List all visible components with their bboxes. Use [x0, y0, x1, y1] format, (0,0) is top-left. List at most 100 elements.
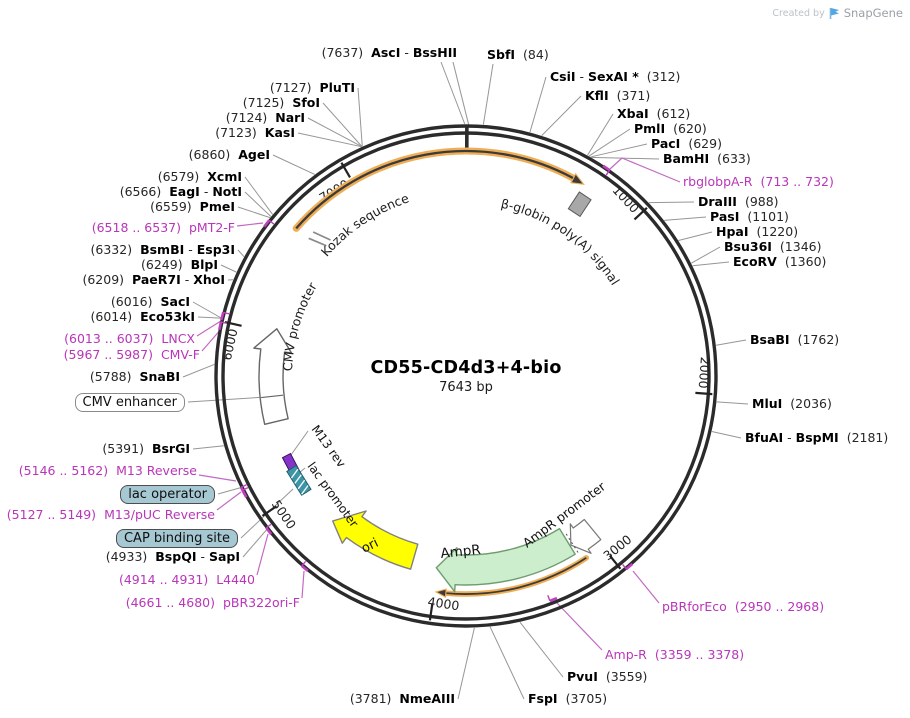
connector-BsaBI — [716, 339, 747, 346]
connector-pBRforEco — [632, 570, 660, 604]
site-pos: (4914 .. 4931) — [118, 572, 209, 587]
site-name-wrap: XcmI — [207, 169, 242, 184]
site-name: EcoRV — [733, 254, 777, 269]
site-name: SfoI — [292, 95, 320, 110]
site-pos: (6249) — [141, 257, 183, 272]
site-pos: - — [400, 45, 413, 60]
primer-tick-hook — [223, 311, 230, 315]
feature-box-text: CAP binding site — [123, 531, 230, 546]
enzyme-label-DraIII: DraIII (988) — [698, 193, 779, 210]
connector-SbfI — [482, 63, 494, 125]
connector-XcmI — [244, 176, 274, 215]
enzyme-label-NmeAIII: (3781) NmeAIII — [350, 690, 455, 707]
site-name-wrap: SfoI — [292, 95, 320, 110]
site-pos: (5146 .. 5162) — [18, 463, 109, 478]
ampr-label: AmpR — [440, 542, 482, 562]
connector-SacI — [192, 301, 222, 319]
site-pos: (620) — [673, 121, 707, 136]
site-name: BsmBI — [140, 242, 185, 257]
enzyme-label-AscI-BssHII: (7637) AscI - BssHII — [322, 44, 457, 61]
site-name: DraIII — [698, 194, 737, 209]
watermark-created-by: Created by — [772, 7, 825, 19]
polya-signal-box — [567, 191, 592, 218]
enzyme-label-KflI: KflI (371) — [585, 87, 650, 104]
site-name-wrap: PacI — [651, 136, 680, 151]
site-name: FspI — [528, 691, 558, 706]
site-name-wrap: BsaBI — [750, 332, 790, 347]
enzyme-label-XbaI: XbaI (612) — [617, 105, 690, 122]
feature-box-label-CMV-enhancer: CMV enhancer — [74, 393, 185, 412]
site-pos: (6014) — [90, 309, 133, 324]
site-name-wrap: EcoRV — [733, 254, 777, 269]
primer-label-Amp-R: Amp-R (3359 .. 3378) — [605, 646, 744, 663]
site-pos: pBR322ori-F — [222, 595, 300, 610]
site-name-wrap: MluI — [752, 396, 782, 411]
enzyme-label-BsrGI: (5391) BsrGI — [102, 440, 190, 457]
site-pos: (629) — [688, 136, 722, 151]
connector-FspI — [489, 626, 525, 700]
site-name-wrap: SbfI — [487, 47, 515, 62]
hatch-line — [301, 485, 309, 495]
site-pos: (1101) — [747, 209, 789, 224]
site-pos: (1360) — [784, 254, 827, 269]
enzyme-label-XcmI: (6579) XcmI — [158, 168, 242, 185]
site-pos: (6566) — [119, 184, 162, 199]
site-pos: Amp-R — [605, 647, 647, 662]
site-name-wrap: HpaI — [716, 224, 749, 239]
plasmid-ring-outer — [214, 124, 718, 628]
primer-tick-M13-Reverse — [239, 486, 246, 495]
enzyme-label-PmlI: PmlI (620) — [634, 120, 707, 137]
site-name: HpaI — [716, 224, 749, 239]
site-pos: (633) — [717, 151, 751, 166]
primer-label-LNCX: (6013 .. 6037) LNCX — [64, 330, 195, 347]
enzyme-label-BlpI: (6249) BlpI — [141, 256, 218, 273]
site-name: Esp3I — [196, 242, 235, 257]
plasmid-title-block: CD55-CD4d3+4-bio 7643 bp — [370, 358, 561, 395]
plasmid-name: CD55-CD4d3+4-bio — [370, 358, 562, 378]
site-pos: M13/pUC Reverse — [104, 507, 215, 522]
site-name-wrap: KflI — [585, 88, 609, 103]
enzyme-label-EagI-NotI: (6566) EagI - NotI — [120, 183, 242, 200]
site-name: BamHI — [663, 151, 710, 166]
enzyme-label-HpaI: HpaI (1220) — [716, 223, 798, 240]
connector-Amp-R — [556, 602, 603, 651]
primer-tick-Amp-R — [549, 596, 558, 603]
enzyme-label-BspQI-SapI: (4933) BspQI - SapI — [106, 548, 240, 565]
site-name-wrap: M13 Reverse — [116, 463, 197, 478]
connector-EagI-NotI — [244, 191, 272, 217]
enzyme-label-AgeI: (6860) AgeI — [189, 146, 270, 163]
enzyme-label-BsmBI-Esp3I: (6332) BsmBI - Esp3I — [91, 241, 236, 258]
site-name: AscI — [371, 45, 401, 60]
connector-extra — [452, 61, 470, 127]
connector-PasI — [664, 216, 707, 221]
site-pos: pMT2-F — [188, 220, 235, 235]
primer-tick-hook — [268, 219, 275, 225]
site-name-wrap: PaeR7I - XhoI — [132, 272, 225, 287]
primer-tick-CMV-F — [218, 321, 223, 330]
connector-BfuAI-BspMI — [711, 431, 742, 439]
site-name: PmeI — [199, 199, 235, 214]
site-pos: (5391) — [102, 441, 144, 456]
primer-label-pBR322ori-F: (4661 .. 4680) pBR322ori-F — [126, 594, 300, 611]
ampr-promoter-dots — [565, 533, 579, 553]
ori-label: ori — [359, 536, 381, 557]
connector-DraIII — [648, 201, 695, 204]
connector-BsrGI — [192, 445, 224, 450]
site-pos: (7127) — [269, 80, 312, 95]
site-name-wrap: pBR322ori-F — [223, 595, 300, 610]
site-pos: (5127 .. 5149) — [6, 507, 97, 522]
site-name-wrap: pBRforEco — [662, 599, 727, 614]
primer-tick-hook — [240, 484, 247, 488]
scale-tick-5000 — [261, 505, 278, 517]
site-name-wrap: AgeI — [238, 147, 270, 162]
primer-tick-pBRforEco — [625, 562, 634, 571]
site-pos: (6332) — [90, 242, 133, 257]
ampr-gene-arc-core — [445, 557, 587, 595]
scale-tick-7000 — [340, 162, 351, 178]
site-name-wrap: AscI - BssHII — [371, 45, 457, 60]
site-name-wrap: BlpI — [191, 257, 218, 272]
site-name: KasI — [264, 125, 295, 140]
kozak-slash-2 — [312, 231, 331, 241]
site-pos: - — [180, 272, 194, 287]
site-pos: (1346) — [779, 239, 822, 254]
